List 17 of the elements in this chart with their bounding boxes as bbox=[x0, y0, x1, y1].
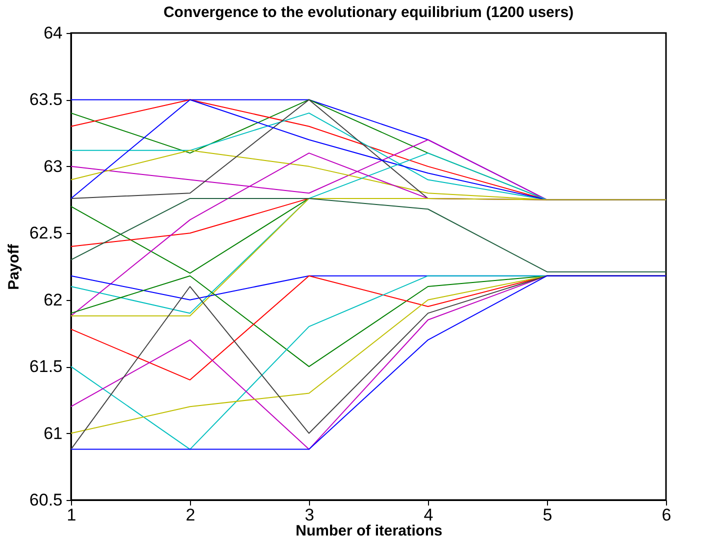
y-tick-label: 63 bbox=[44, 156, 62, 176]
y-tick-label: 61.5 bbox=[29, 357, 62, 376]
x-tick-label: 2 bbox=[186, 506, 196, 524]
x-tick-label: 6 bbox=[662, 506, 672, 524]
x-tick-label: 4 bbox=[424, 506, 434, 524]
y-tick-label: 60.5 bbox=[29, 490, 62, 510]
y-tick-label: 64 bbox=[44, 24, 62, 42]
y-tick-label: 62 bbox=[44, 290, 62, 310]
y-tick-label: 63.5 bbox=[29, 90, 62, 110]
chart-title: Convergence to the evolutionary equilibrium (1200 users) bbox=[163, 4, 574, 21]
x-tick-label: 3 bbox=[304, 506, 314, 524]
y-tick-label: 61 bbox=[44, 424, 62, 443]
x-tick-label: 5 bbox=[542, 506, 552, 524]
x-axis-title: Number of iterations bbox=[296, 522, 442, 540]
y-axis-title: Payoff bbox=[5, 243, 22, 290]
x-tick-label: 1 bbox=[66, 506, 76, 524]
y-tick-label: 62.5 bbox=[29, 224, 62, 243]
